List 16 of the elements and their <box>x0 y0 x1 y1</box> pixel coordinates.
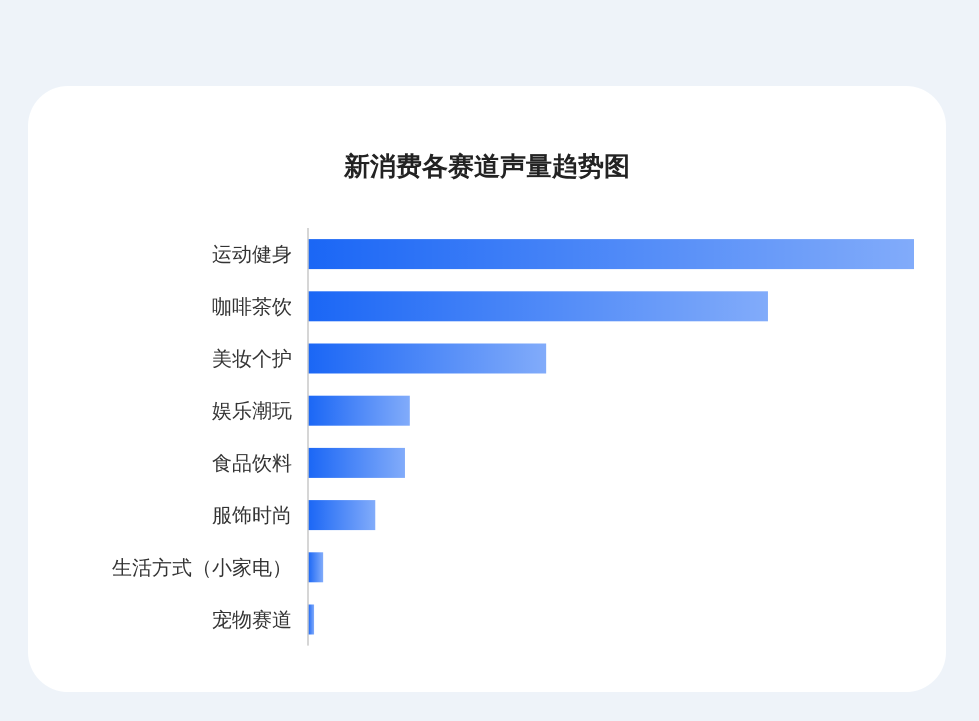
y-tick-label: 宠物赛道 <box>212 610 292 632</box>
y-tick-label: 服饰时尚 <box>212 505 292 528</box>
y-tick-label: 娱乐潮玩 <box>212 400 292 423</box>
bar <box>308 291 768 322</box>
y-tick-label: 生活方式（小家电） <box>112 556 292 580</box>
y-tick-label: 运动健身 <box>212 244 292 266</box>
y-tick-label: 食品饮料 <box>212 452 292 475</box>
bar <box>308 500 376 530</box>
chart-title: 新消费各赛道声量趋势图 <box>343 151 630 181</box>
bar <box>308 344 546 374</box>
bar <box>308 396 410 426</box>
bar <box>308 448 405 478</box>
y-tick-label: 美妆个护 <box>212 348 292 370</box>
bar <box>308 239 914 270</box>
y-tick-label: 咖啡茶饮 <box>212 296 292 318</box>
bar <box>308 552 324 582</box>
